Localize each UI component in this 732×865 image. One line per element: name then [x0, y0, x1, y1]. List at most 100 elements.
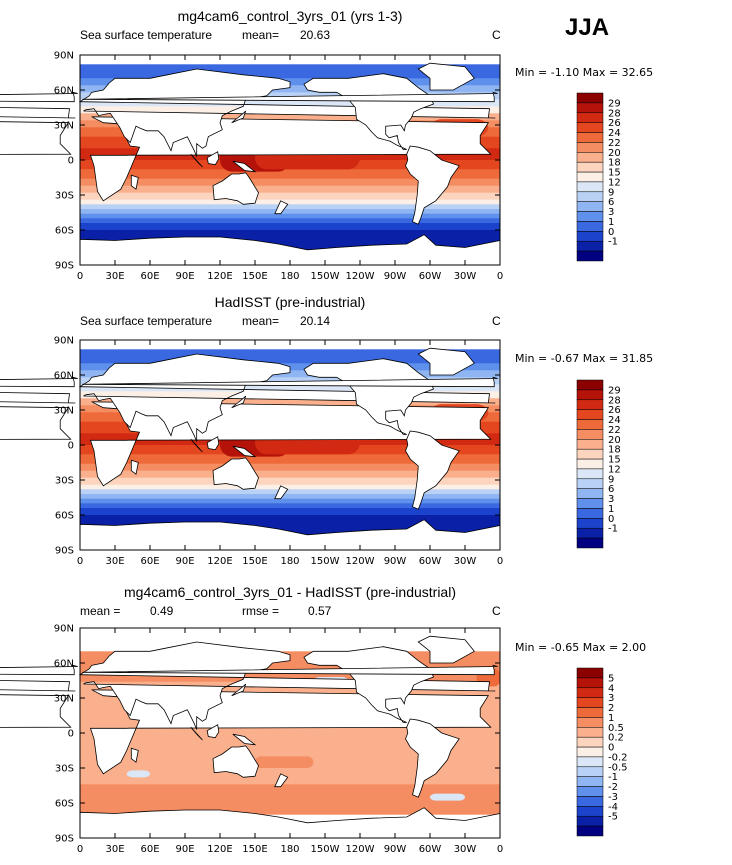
anomaly-patch: [126, 770, 150, 778]
anomaly-patch: [430, 793, 465, 801]
lon-label: 0: [77, 844, 83, 855]
colorbar-label: 29: [608, 385, 621, 396]
min-value: -1.10: [547, 66, 583, 79]
ocean-band: [80, 199, 500, 203]
lon-label: 30E: [105, 271, 124, 282]
colorbar-label: 0: [608, 514, 614, 525]
lon-label: 0: [497, 271, 503, 282]
lat-label: 90S: [55, 834, 74, 845]
lat-label: 30N: [54, 121, 74, 132]
ocean-band: [80, 777, 500, 781]
ocean-band: [80, 220, 500, 224]
panel-title: mg4cam6_control_3yrs_01 - HadISST (pre-i…: [124, 584, 456, 600]
ocean-band: [80, 505, 500, 509]
colorbar-label: 15: [608, 455, 621, 466]
colorbar-swatch: [576, 687, 604, 698]
ocean-band: [80, 805, 500, 809]
lon-label: 90E: [175, 271, 194, 282]
land-eurasia: [0, 392, 76, 404]
ocean-band: [80, 814, 500, 818]
ocean-band: [80, 798, 500, 802]
ocean-band: [80, 498, 500, 502]
colorbar-label: 2: [608, 703, 614, 714]
max-value: 31.85: [618, 352, 654, 365]
colorbar-label: 9: [608, 474, 614, 485]
lon-label: 0: [77, 271, 83, 282]
ocean-band: [80, 361, 500, 364]
ocean-band: [80, 213, 500, 217]
colorbar-label: 22: [608, 425, 621, 436]
ocean-band: [80, 688, 500, 692]
ocean-band: [80, 211, 500, 215]
ocean-band: [80, 456, 500, 460]
ocean-band: [80, 639, 500, 643]
unit-label: C: [492, 28, 501, 42]
colorbar-label: 18: [608, 158, 621, 169]
ocean-band: [80, 491, 500, 495]
land-eurasia: [0, 680, 76, 692]
colorbar-label: 20: [608, 435, 621, 446]
colorbar-swatch: [576, 707, 604, 718]
ocean-band: [80, 749, 500, 753]
ocean-band: [80, 510, 500, 514]
colorbar-label: 18: [608, 445, 621, 456]
lon-label: 60W: [419, 844, 442, 855]
ocean-band: [80, 803, 500, 806]
panel-title: mg4cam6_control_3yrs_01 (yrs 1-3): [177, 8, 403, 24]
ocean-band: [80, 663, 500, 666]
lon-label: 120E: [207, 556, 232, 567]
ocean-band: [80, 508, 500, 511]
ocean-band: [80, 728, 500, 732]
lon-label: 120E: [207, 844, 232, 855]
ocean-band: [80, 768, 500, 771]
land-eurasia: [0, 107, 76, 119]
ocean-band: [80, 775, 500, 778]
lat-label: 60N: [54, 86, 74, 97]
lat-label: 30N: [54, 406, 74, 417]
ocean-band: [80, 772, 500, 776]
colorbar-swatch: [576, 736, 604, 748]
min-value: -0.65: [547, 641, 583, 654]
colorbar-swatch: [576, 796, 604, 807]
land-sumatra: [190, 153, 203, 168]
lat-label: 60S: [55, 511, 74, 522]
land-japan: [231, 110, 247, 124]
max-label: Max =: [582, 641, 619, 654]
land-greenland: [417, 635, 475, 664]
land-eurasia: [78, 353, 496, 442]
lon-label: 30W: [454, 556, 477, 567]
ocean-band: [80, 171, 500, 175]
colorbar-label: 1: [608, 713, 614, 724]
ocean-band: [80, 770, 500, 774]
land-ng: [232, 445, 257, 458]
ocean-band: [80, 784, 500, 788]
colorbar-label: 3: [608, 494, 614, 505]
ocean-band: [80, 178, 500, 182]
lat-label: 60S: [55, 799, 74, 810]
ocean-band: [80, 503, 500, 507]
lon-label: 150E: [242, 844, 267, 855]
land-africa: [0, 694, 72, 728]
land-sumatra: [190, 438, 203, 453]
lat-label: 0: [68, 441, 74, 452]
colorbar-label: -5: [608, 812, 618, 823]
colorbar-swatch: [576, 250, 604, 262]
ocean-band: [80, 796, 500, 799]
lat-label: 30S: [55, 476, 74, 487]
lon-label: 90W: [384, 556, 407, 567]
ocean-band: [80, 524, 500, 528]
colorbar-label: -1: [608, 524, 618, 535]
field-label: Sea surface temperature: [80, 28, 213, 42]
ocean-band: [80, 487, 500, 490]
ocean-band: [80, 501, 500, 504]
unit-label: C: [492, 314, 501, 328]
ocean-band: [80, 181, 500, 184]
colorbar-label: 0: [608, 743, 614, 754]
lon-label: 120E: [207, 271, 232, 282]
season-label: JJA: [565, 14, 610, 41]
land-borneo: [206, 436, 220, 451]
colorbar-swatch: [576, 756, 604, 768]
ocean-band: [80, 786, 500, 790]
ocean-band: [80, 789, 500, 792]
